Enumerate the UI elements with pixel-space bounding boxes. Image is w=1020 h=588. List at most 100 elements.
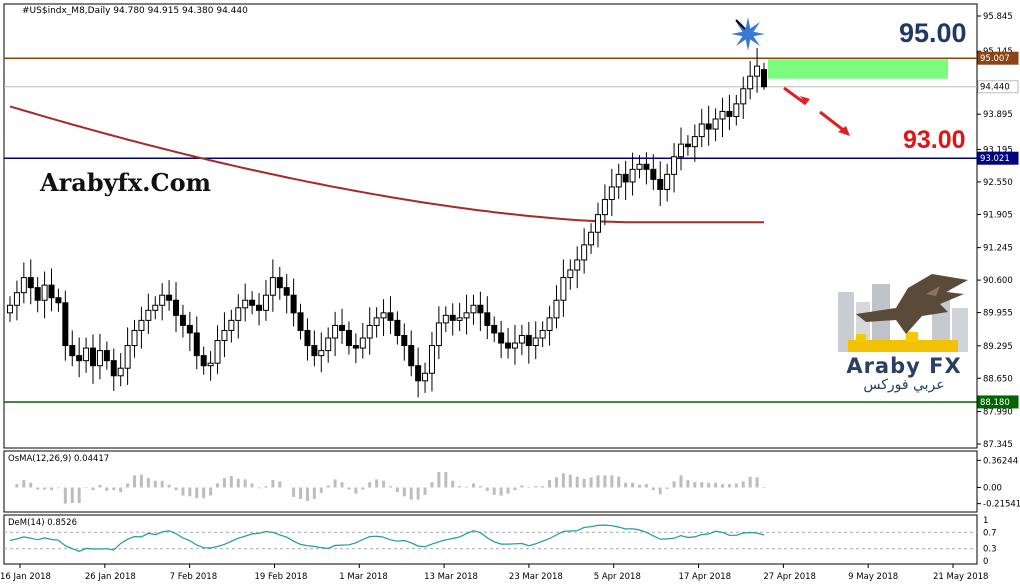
candle-body	[463, 312, 470, 319]
osma-panel-frame	[3, 450, 978, 513]
candle-body	[283, 287, 290, 296]
candle-body	[41, 284, 48, 301]
candle-body	[387, 312, 394, 321]
y-tick-label: 92.550	[983, 178, 1013, 188]
price-label: 88.180	[980, 398, 1010, 408]
candle-body	[712, 118, 719, 130]
candle-body	[401, 334, 408, 347]
candle-body	[359, 337, 366, 349]
candle-body	[691, 136, 698, 148]
dem-tick-label: 1	[983, 516, 988, 526]
candle-body	[671, 156, 678, 175]
candle-body	[636, 163, 643, 170]
down-arrow-head	[838, 126, 850, 136]
dem-panel-frame	[3, 514, 978, 565]
candle-body	[207, 362, 214, 367]
candle-body	[394, 319, 401, 336]
dem-tick-label: 0.7	[983, 528, 997, 538]
candle-body	[242, 299, 249, 309]
candle-body	[173, 299, 180, 316]
candle-body	[498, 332, 505, 344]
candle-body	[228, 319, 235, 331]
candle-body	[608, 186, 615, 201]
y-tick-label: 88.650	[983, 374, 1013, 384]
x-tick-label: 21 May 2018	[933, 572, 988, 582]
candle-body	[664, 173, 671, 190]
x-tick-label: 13 Mar 2018	[424, 572, 478, 582]
y-tick-label: 93.195	[983, 145, 1013, 155]
moving-average-line	[9, 105, 764, 224]
candle-body	[380, 312, 387, 319]
candle-body	[159, 294, 166, 306]
candle-body	[684, 143, 691, 148]
candle-body	[90, 347, 97, 367]
candle-body	[339, 324, 346, 331]
lower-target-label: 93.00	[903, 126, 966, 154]
y-tick-label: 89.295	[983, 342, 1013, 352]
candle-body	[373, 317, 380, 326]
candle-body	[13, 292, 20, 306]
candle-body	[290, 294, 297, 314]
candle-body	[138, 319, 145, 331]
price-label: 93.021	[980, 154, 1010, 164]
candle-body	[456, 317, 463, 321]
y-tick-label: 90.600	[983, 276, 1013, 286]
candle-body	[428, 345, 435, 374]
candle-body	[677, 143, 684, 158]
x-tick-label: 1 Mar 2018	[339, 572, 387, 582]
candle-body	[588, 231, 595, 246]
candle-body	[276, 277, 283, 289]
candle-body	[615, 173, 622, 188]
candle-body	[546, 317, 553, 331]
candle-body	[145, 309, 152, 321]
araby-fx-logo: Araby FX عربي فوركس	[836, 272, 972, 394]
upper-target-label: 95.00	[899, 18, 967, 48]
osma-tick-label: 0.36244	[983, 456, 1018, 466]
logo-arabic: عربي فوركس	[863, 377, 945, 393]
down-arrow-icon	[783, 86, 807, 106]
candle-body	[325, 337, 332, 352]
y-tick-label: 91.905	[983, 210, 1013, 220]
price-label-box	[977, 395, 1019, 409]
candle-body	[705, 123, 712, 130]
candle-body	[525, 334, 532, 347]
target-zone-box	[768, 59, 948, 79]
dem-label: DeM(14) 0.8526	[8, 518, 78, 528]
candle-body	[719, 110, 726, 120]
x-tick-label: 17 Apr 2018	[679, 572, 732, 582]
candle-body	[470, 304, 477, 314]
candle-body	[352, 345, 359, 349]
x-tick-label: 16 Jan 2018	[0, 572, 51, 582]
candle-body	[96, 350, 103, 367]
candle-body	[262, 294, 269, 311]
candle-body	[532, 337, 539, 347]
candle-body	[366, 324, 373, 339]
candle-body	[442, 314, 449, 324]
y-tick-label: 93.895	[983, 110, 1013, 120]
candle-body	[124, 345, 131, 369]
candle-body	[477, 304, 484, 314]
candle-body	[110, 360, 117, 377]
candle-body	[698, 123, 705, 138]
candle-body	[761, 69, 767, 88]
candle-body	[553, 299, 560, 319]
candle-body	[733, 103, 740, 117]
candle-body	[55, 297, 62, 304]
candle-body	[740, 88, 747, 105]
price-label-box	[977, 51, 1019, 65]
candle-body	[7, 304, 13, 314]
x-tick-label: 5 Apr 2018	[594, 572, 641, 582]
chart-header: #US$indx_M8,Daily 94.780 94.915 94.380 9…	[22, 6, 248, 16]
candle-body	[581, 244, 588, 261]
candle-body	[726, 110, 733, 117]
candle-body	[747, 75, 754, 90]
candle-body	[221, 329, 228, 342]
price-label-box	[977, 151, 1019, 165]
candle-body	[594, 214, 601, 233]
candle-body	[269, 277, 276, 296]
candle-body	[754, 65, 761, 77]
down-arrow-head	[800, 96, 810, 104]
candle-body	[345, 329, 352, 347]
candle-body	[539, 329, 546, 339]
price-label-box	[977, 80, 1019, 94]
